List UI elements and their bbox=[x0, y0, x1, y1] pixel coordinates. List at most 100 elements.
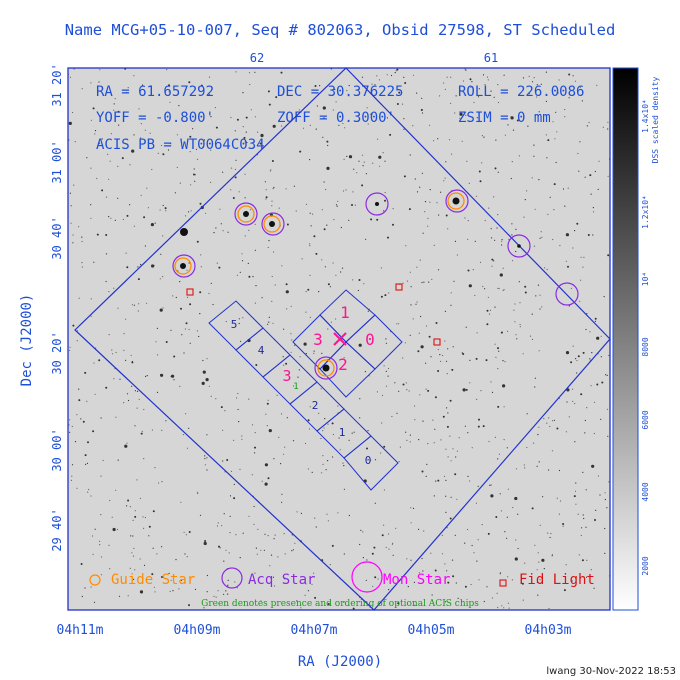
background-star bbox=[452, 448, 454, 450]
background-star bbox=[71, 464, 74, 466]
background-star bbox=[515, 250, 517, 253]
background-star bbox=[162, 276, 164, 278]
background-star bbox=[301, 258, 303, 260]
background-star bbox=[229, 515, 231, 517]
background-star bbox=[406, 558, 408, 560]
background-star bbox=[383, 489, 385, 491]
background-star bbox=[341, 267, 344, 269]
background-star bbox=[584, 432, 586, 434]
background-star bbox=[438, 214, 440, 216]
background-star bbox=[332, 109, 334, 111]
background-star bbox=[398, 390, 400, 392]
background-star bbox=[292, 549, 294, 551]
background-star bbox=[392, 223, 394, 226]
background-star bbox=[421, 281, 423, 284]
background-star bbox=[189, 135, 192, 138]
background-star bbox=[206, 358, 208, 360]
background-star bbox=[536, 84, 538, 86]
background-star bbox=[409, 434, 411, 436]
background-star bbox=[241, 435, 243, 437]
background-star bbox=[396, 103, 399, 105]
background-star bbox=[446, 76, 448, 78]
background-star bbox=[494, 167, 497, 170]
background-star bbox=[126, 505, 128, 507]
bright-star-dots bbox=[180, 197, 521, 372]
background-star bbox=[572, 400, 574, 402]
background-star bbox=[72, 242, 74, 244]
background-star bbox=[150, 223, 154, 227]
background-star bbox=[374, 84, 376, 86]
background-star bbox=[237, 408, 239, 411]
background-star bbox=[383, 210, 385, 212]
background-star bbox=[153, 586, 155, 588]
background-star bbox=[238, 191, 240, 193]
background-star bbox=[126, 442, 128, 444]
background-star bbox=[179, 385, 181, 387]
y-tick-label: 29 40' bbox=[50, 508, 64, 551]
background-star bbox=[133, 134, 135, 136]
background-star bbox=[488, 207, 490, 209]
aimpoint-marker bbox=[333, 332, 347, 346]
background-star bbox=[257, 131, 259, 133]
background-star bbox=[499, 572, 502, 574]
background-star bbox=[592, 207, 595, 209]
background-star bbox=[559, 500, 562, 502]
background-star bbox=[322, 455, 324, 457]
background-star bbox=[274, 534, 276, 536]
background-star bbox=[421, 172, 423, 174]
bright-star bbox=[180, 263, 186, 269]
background-star bbox=[445, 448, 447, 450]
background-star bbox=[434, 428, 436, 430]
y-tick-label: 30 20' bbox=[50, 331, 64, 374]
background-star bbox=[482, 285, 484, 288]
background-star bbox=[547, 139, 550, 142]
background-star bbox=[571, 580, 574, 582]
background-star bbox=[366, 447, 368, 450]
background-star bbox=[248, 275, 251, 278]
background-star bbox=[332, 433, 334, 436]
background-star bbox=[203, 607, 205, 609]
background-star bbox=[185, 534, 187, 536]
background-star bbox=[469, 359, 471, 361]
background-star bbox=[538, 561, 540, 563]
background-star bbox=[94, 393, 96, 395]
background-star bbox=[516, 338, 518, 340]
background-star bbox=[512, 506, 514, 509]
background-star bbox=[127, 499, 130, 502]
background-star bbox=[166, 69, 168, 71]
background-star bbox=[208, 76, 211, 78]
background-star bbox=[241, 260, 244, 262]
background-star bbox=[309, 159, 311, 161]
background-star bbox=[309, 406, 311, 408]
background-star bbox=[225, 320, 227, 323]
fid-lights bbox=[186, 283, 441, 346]
background-star bbox=[507, 488, 509, 490]
background-star bbox=[421, 97, 423, 99]
background-star bbox=[314, 596, 317, 599]
background-star bbox=[370, 113, 373, 116]
background-star bbox=[574, 230, 576, 232]
background-star bbox=[185, 322, 188, 325]
background-star bbox=[504, 531, 506, 533]
guide-star-marker bbox=[447, 192, 465, 210]
background-star bbox=[516, 119, 519, 122]
background-star bbox=[343, 158, 345, 160]
background-star bbox=[214, 107, 216, 109]
background-star bbox=[592, 234, 594, 236]
background-star bbox=[586, 313, 588, 315]
background-star bbox=[309, 124, 311, 126]
background-star bbox=[309, 212, 311, 214]
background-star bbox=[270, 169, 272, 171]
background-star bbox=[99, 69, 101, 71]
background-star bbox=[137, 278, 140, 281]
background-star bbox=[313, 235, 316, 238]
background-star bbox=[200, 254, 202, 256]
background-star bbox=[517, 513, 519, 515]
background-star bbox=[74, 141, 76, 143]
background-star bbox=[268, 321, 270, 323]
background-star bbox=[580, 256, 582, 258]
background-star bbox=[455, 456, 457, 458]
info-roll: ROLL = 226.0086 bbox=[458, 84, 584, 100]
background-star bbox=[591, 352, 593, 354]
